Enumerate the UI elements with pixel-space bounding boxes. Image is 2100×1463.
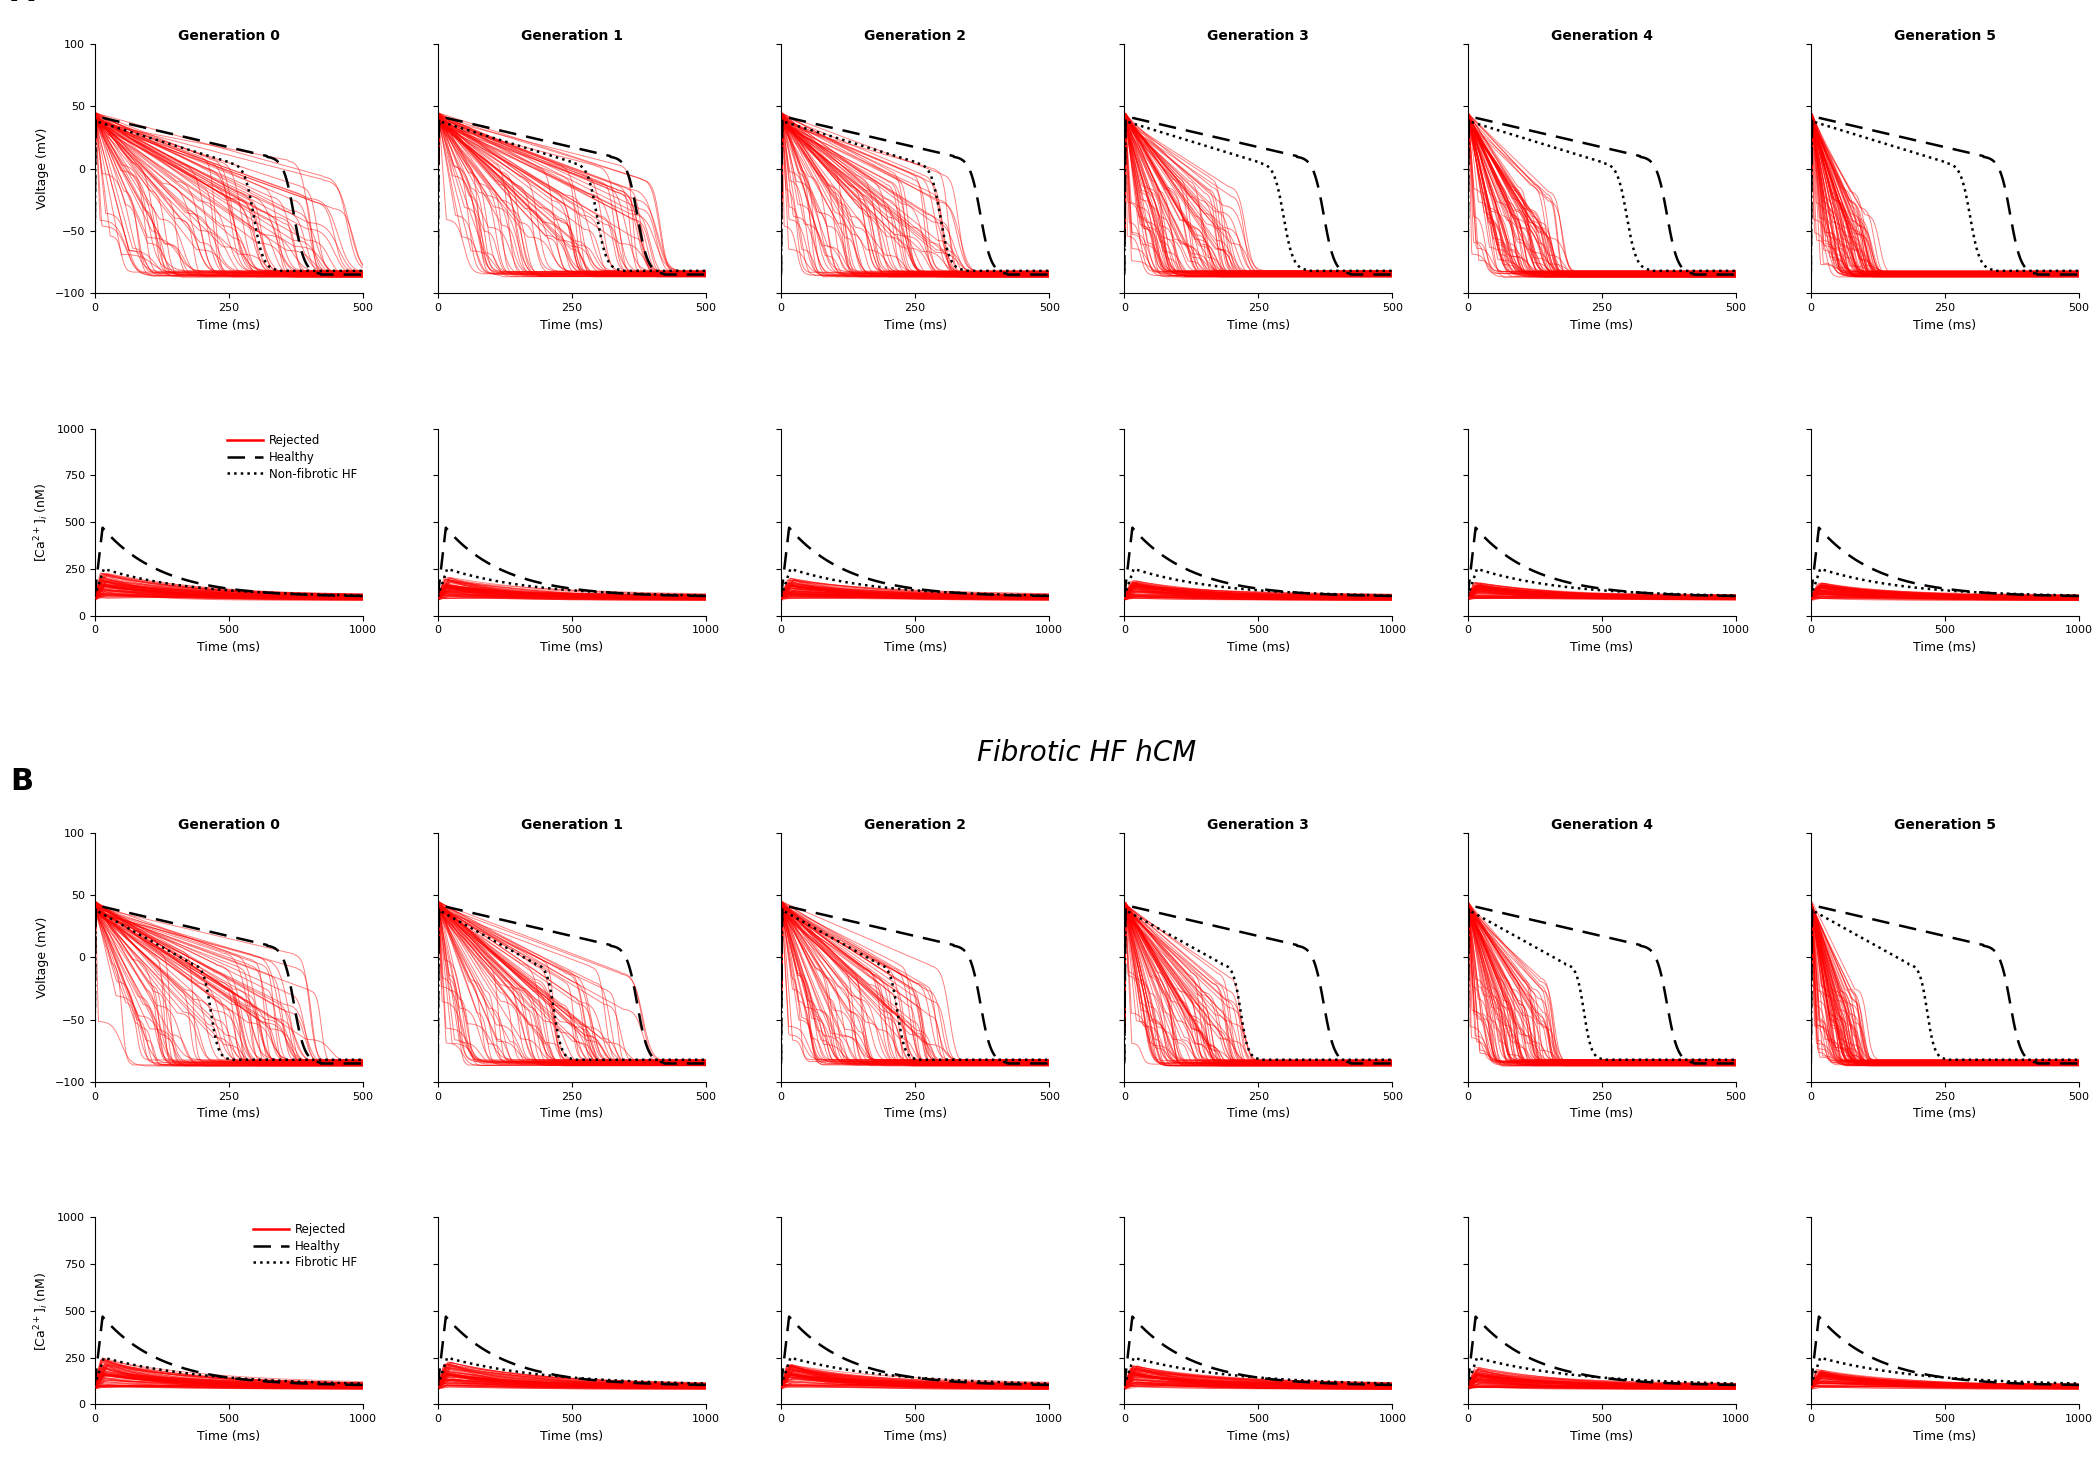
Legend: Rejected, Healthy, Fibrotic HF: Rejected, Healthy, Fibrotic HF [254, 1223, 357, 1270]
X-axis label: Time (ms): Time (ms) [197, 1107, 260, 1121]
Title: Generation 2: Generation 2 [863, 29, 966, 42]
Text: B: B [10, 767, 34, 796]
Title: Generation 2: Generation 2 [863, 818, 966, 831]
Title: Generation 4: Generation 4 [1550, 29, 1653, 42]
X-axis label: Time (ms): Time (ms) [1913, 1429, 1976, 1443]
Title: Generation 4: Generation 4 [1550, 818, 1653, 831]
X-axis label: Time (ms): Time (ms) [1571, 1107, 1634, 1121]
Y-axis label: $[\mathrm{Ca}^{2+}]_i$ (nM): $[\mathrm{Ca}^{2+}]_i$ (nM) [32, 483, 50, 562]
Title: Generation 5: Generation 5 [1894, 818, 1995, 831]
X-axis label: Time (ms): Time (ms) [197, 641, 260, 654]
X-axis label: Time (ms): Time (ms) [1571, 319, 1634, 332]
X-axis label: Time (ms): Time (ms) [540, 1107, 603, 1121]
Y-axis label: $[\mathrm{Ca}^{2+}]_i$ (nM): $[\mathrm{Ca}^{2+}]_i$ (nM) [32, 1271, 50, 1350]
X-axis label: Time (ms): Time (ms) [540, 641, 603, 654]
X-axis label: Time (ms): Time (ms) [540, 1429, 603, 1443]
X-axis label: Time (ms): Time (ms) [1913, 641, 1976, 654]
X-axis label: Time (ms): Time (ms) [1913, 319, 1976, 332]
X-axis label: Time (ms): Time (ms) [1571, 641, 1634, 654]
X-axis label: Time (ms): Time (ms) [1913, 1107, 1976, 1121]
X-axis label: Time (ms): Time (ms) [1226, 641, 1289, 654]
Y-axis label: Voltage (mV): Voltage (mV) [36, 127, 48, 209]
X-axis label: Time (ms): Time (ms) [197, 1429, 260, 1443]
Title: Generation 0: Generation 0 [178, 818, 279, 831]
Title: Generation 0: Generation 0 [178, 29, 279, 42]
X-axis label: Time (ms): Time (ms) [1226, 1429, 1289, 1443]
Title: Generation 3: Generation 3 [1208, 29, 1308, 42]
X-axis label: Time (ms): Time (ms) [884, 319, 947, 332]
Legend: Rejected, Healthy, Non-fibrotic HF: Rejected, Healthy, Non-fibrotic HF [227, 435, 357, 480]
Title: Generation 3: Generation 3 [1208, 818, 1308, 831]
X-axis label: Time (ms): Time (ms) [1226, 1107, 1289, 1121]
X-axis label: Time (ms): Time (ms) [540, 319, 603, 332]
Text: Fibrotic HF hCM: Fibrotic HF hCM [976, 739, 1197, 767]
X-axis label: Time (ms): Time (ms) [197, 319, 260, 332]
Title: Generation 5: Generation 5 [1894, 29, 1995, 42]
Text: A: A [10, 0, 34, 7]
X-axis label: Time (ms): Time (ms) [1226, 319, 1289, 332]
Y-axis label: Voltage (mV): Voltage (mV) [36, 917, 48, 998]
Title: Generation 1: Generation 1 [521, 29, 624, 42]
X-axis label: Time (ms): Time (ms) [884, 1107, 947, 1121]
X-axis label: Time (ms): Time (ms) [884, 1429, 947, 1443]
Title: Generation 1: Generation 1 [521, 818, 624, 831]
X-axis label: Time (ms): Time (ms) [1571, 1429, 1634, 1443]
X-axis label: Time (ms): Time (ms) [884, 641, 947, 654]
